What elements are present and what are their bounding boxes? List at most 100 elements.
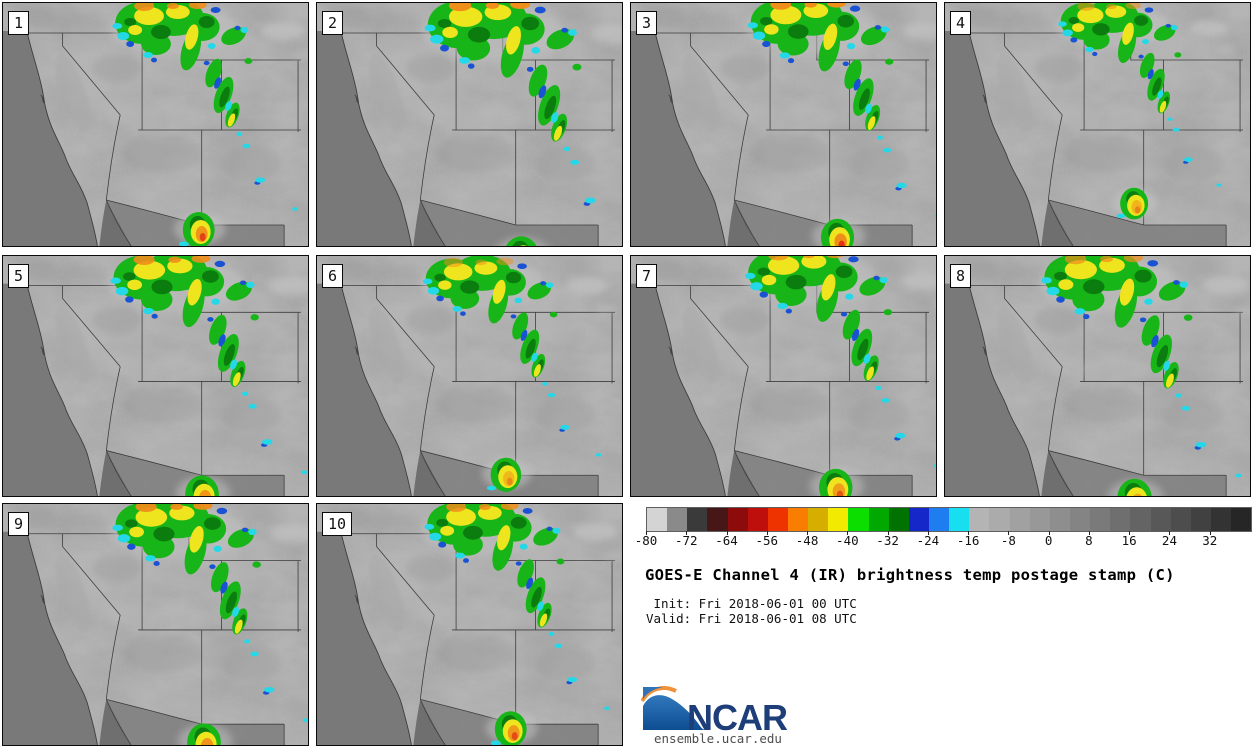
ensemble-member-panel[interactable]: 10	[316, 503, 623, 746]
colorbar-tick	[686, 531, 688, 535]
colorbar-segment	[808, 508, 829, 531]
colorbar-segment	[888, 508, 909, 531]
colorbar-segment	[1110, 508, 1131, 531]
colorbar-tick	[807, 531, 809, 535]
colorbar-tick	[1209, 531, 1211, 535]
colorbar-tick	[1169, 531, 1171, 535]
ensemble-member-panel[interactable]: 2	[316, 2, 623, 247]
ensemble-member-panel[interactable]: 7	[630, 255, 937, 497]
panel-number: 2	[322, 11, 344, 35]
ncar-logo-corner	[643, 687, 663, 699]
colorbar-segment	[989, 508, 1010, 531]
colorbar-tick-label: -72	[674, 533, 698, 548]
colorbar-segment	[828, 508, 849, 531]
satellite-ir-map	[3, 504, 308, 745]
panel-number: 8	[950, 264, 972, 288]
colorbar-segment	[687, 508, 708, 531]
colorbar-tick	[726, 531, 728, 535]
colorbar-segment	[1150, 508, 1171, 531]
ncar-logo: NCAR	[640, 686, 861, 746]
colorbar-segment	[969, 508, 990, 531]
colorbar-tick	[646, 531, 647, 535]
colorbar-segment	[1231, 508, 1252, 531]
colorbar-tick-label: 16	[1121, 533, 1137, 548]
satellite-ir-map	[317, 3, 622, 246]
satellite-ir-map	[3, 256, 308, 496]
colorbar-segment	[1210, 508, 1232, 531]
colorbar-tick-label: -32	[876, 533, 899, 548]
colorbar-segment	[667, 508, 688, 531]
colorbar-tick-label: -24	[916, 533, 940, 548]
colorbar-segment	[1090, 508, 1111, 531]
satellite-ir-map	[631, 256, 936, 496]
colorbar-segment	[1190, 508, 1211, 531]
ensemble-member-panel[interactable]: 4	[944, 2, 1251, 247]
colorbar-segment	[787, 508, 809, 531]
colorbar-segment	[1029, 508, 1050, 531]
colorbar-tick	[1129, 531, 1131, 535]
ncar-wordmark: NCAR	[687, 697, 788, 738]
colorbar-tick	[847, 531, 849, 535]
colorbar-tick	[968, 531, 970, 535]
panel-number: 7	[636, 264, 658, 288]
ensemble-member-panel[interactable]: 6	[316, 255, 623, 497]
satellite-ir-map	[317, 504, 622, 745]
colorbar-tick-label: -8	[1000, 533, 1016, 548]
colorbar-tick-label: 24	[1161, 533, 1177, 548]
colorbar-tick	[887, 531, 889, 535]
colorbar-tick-label: 32	[1202, 533, 1218, 548]
satellite-ir-map	[3, 3, 308, 246]
satellite-ir-map	[945, 3, 1250, 246]
ncar-logo-orange-arc	[640, 686, 677, 703]
panel-number: 4	[950, 11, 972, 35]
site-url: ensemble.ucar.edu	[654, 731, 782, 746]
ncar-logo-swoosh	[643, 695, 706, 730]
panel-number: 1	[8, 11, 30, 35]
colorbar-tick	[927, 531, 929, 535]
ensemble-member-panel[interactable]: 8	[944, 255, 1251, 497]
colorbar-segment	[647, 508, 668, 531]
satellite-ir-map	[317, 256, 622, 496]
colorbar-segment	[949, 508, 970, 531]
colorbar-tick	[1048, 531, 1050, 535]
colorbar-segment	[707, 508, 728, 531]
colorbar-segment	[747, 508, 768, 531]
colorbar-tick-label: 8	[1085, 533, 1093, 548]
ensemble-member-panel[interactable]: 1	[2, 2, 309, 247]
satellite-ir-map	[631, 3, 936, 246]
colorbar-tick-label: -40	[836, 533, 859, 548]
colorbar-tick-label: -80	[634, 533, 658, 548]
panel-number: 5	[8, 264, 30, 288]
panel-number: 6	[322, 264, 344, 288]
valid-time: Valid: Fri 2018-06-01 08 UTC	[646, 611, 857, 626]
colorbar-segment	[928, 508, 950, 531]
colorbar-segment	[727, 508, 748, 531]
colorbar-tick-label: -16	[956, 533, 980, 548]
colorbar-segment	[767, 508, 788, 531]
ensemble-member-panel[interactable]: 5	[2, 255, 309, 497]
satellite-ir-map	[945, 256, 1250, 496]
colorbar-tick	[1008, 531, 1010, 535]
temperature-colorbar	[646, 507, 1252, 532]
colorbar-segment	[868, 508, 889, 531]
colorbar-tick-label: -48	[795, 533, 819, 548]
ensemble-member-panel[interactable]: 3	[630, 2, 937, 247]
colorbar-segment	[908, 508, 929, 531]
colorbar-tick	[1088, 531, 1090, 535]
colorbar-tick	[766, 531, 768, 535]
colorbar-segment	[1130, 508, 1151, 531]
colorbar-tick-label: -56	[755, 533, 779, 548]
colorbar-tick-label: 0	[1044, 533, 1053, 548]
plot-title: GOES-E Channel 4 (IR) brightness temp po…	[645, 566, 1175, 584]
colorbar-segment	[1170, 508, 1191, 531]
panel-number: 9	[8, 512, 30, 536]
colorbar-segment	[848, 508, 869, 531]
init-time: Init: Fri 2018-06-01 00 UTC	[646, 596, 857, 611]
panel-number: 10	[322, 512, 353, 536]
colorbar-segment	[1069, 508, 1091, 531]
colorbar-segment	[1049, 508, 1070, 531]
colorbar-tick-label: -64	[715, 533, 738, 548]
panel-number: 3	[636, 11, 658, 35]
ensemble-member-panel[interactable]: 9	[2, 503, 309, 746]
